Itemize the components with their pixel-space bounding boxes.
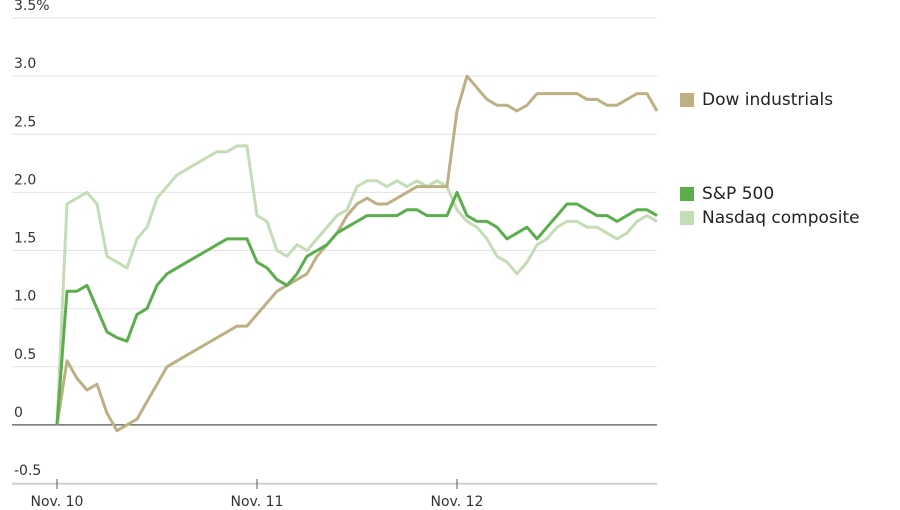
x-tick-label: Nov. 12	[431, 494, 484, 510]
x-tick-label: Nov. 11	[231, 494, 284, 510]
y-tick-label: 0.5	[14, 347, 36, 363]
y-tick-label: 2.5	[14, 114, 36, 130]
legend-swatch	[680, 211, 694, 225]
y-tick-label: 1.0	[14, 289, 36, 305]
legend-swatch	[680, 93, 694, 107]
x-tick-label: Nov. 10	[31, 494, 84, 510]
y-tick-label: -0.5	[14, 463, 41, 479]
y-tick-label: 2.0	[14, 172, 36, 188]
y-tick-label: 3.0	[14, 56, 36, 72]
y-tick-label: 1.5	[14, 231, 36, 247]
line	[55, 74, 659, 433]
legend-label: Dow industrials	[702, 90, 833, 110]
y-tick-label: 3.5%	[14, 0, 50, 14]
legend-label: S&P 500	[702, 184, 774, 204]
legend-swatch	[680, 187, 694, 201]
line	[55, 144, 658, 425]
y-tick-label: 0	[14, 405, 23, 421]
legend-label: Nasdaq composite	[702, 208, 860, 228]
line	[55, 190, 658, 426]
